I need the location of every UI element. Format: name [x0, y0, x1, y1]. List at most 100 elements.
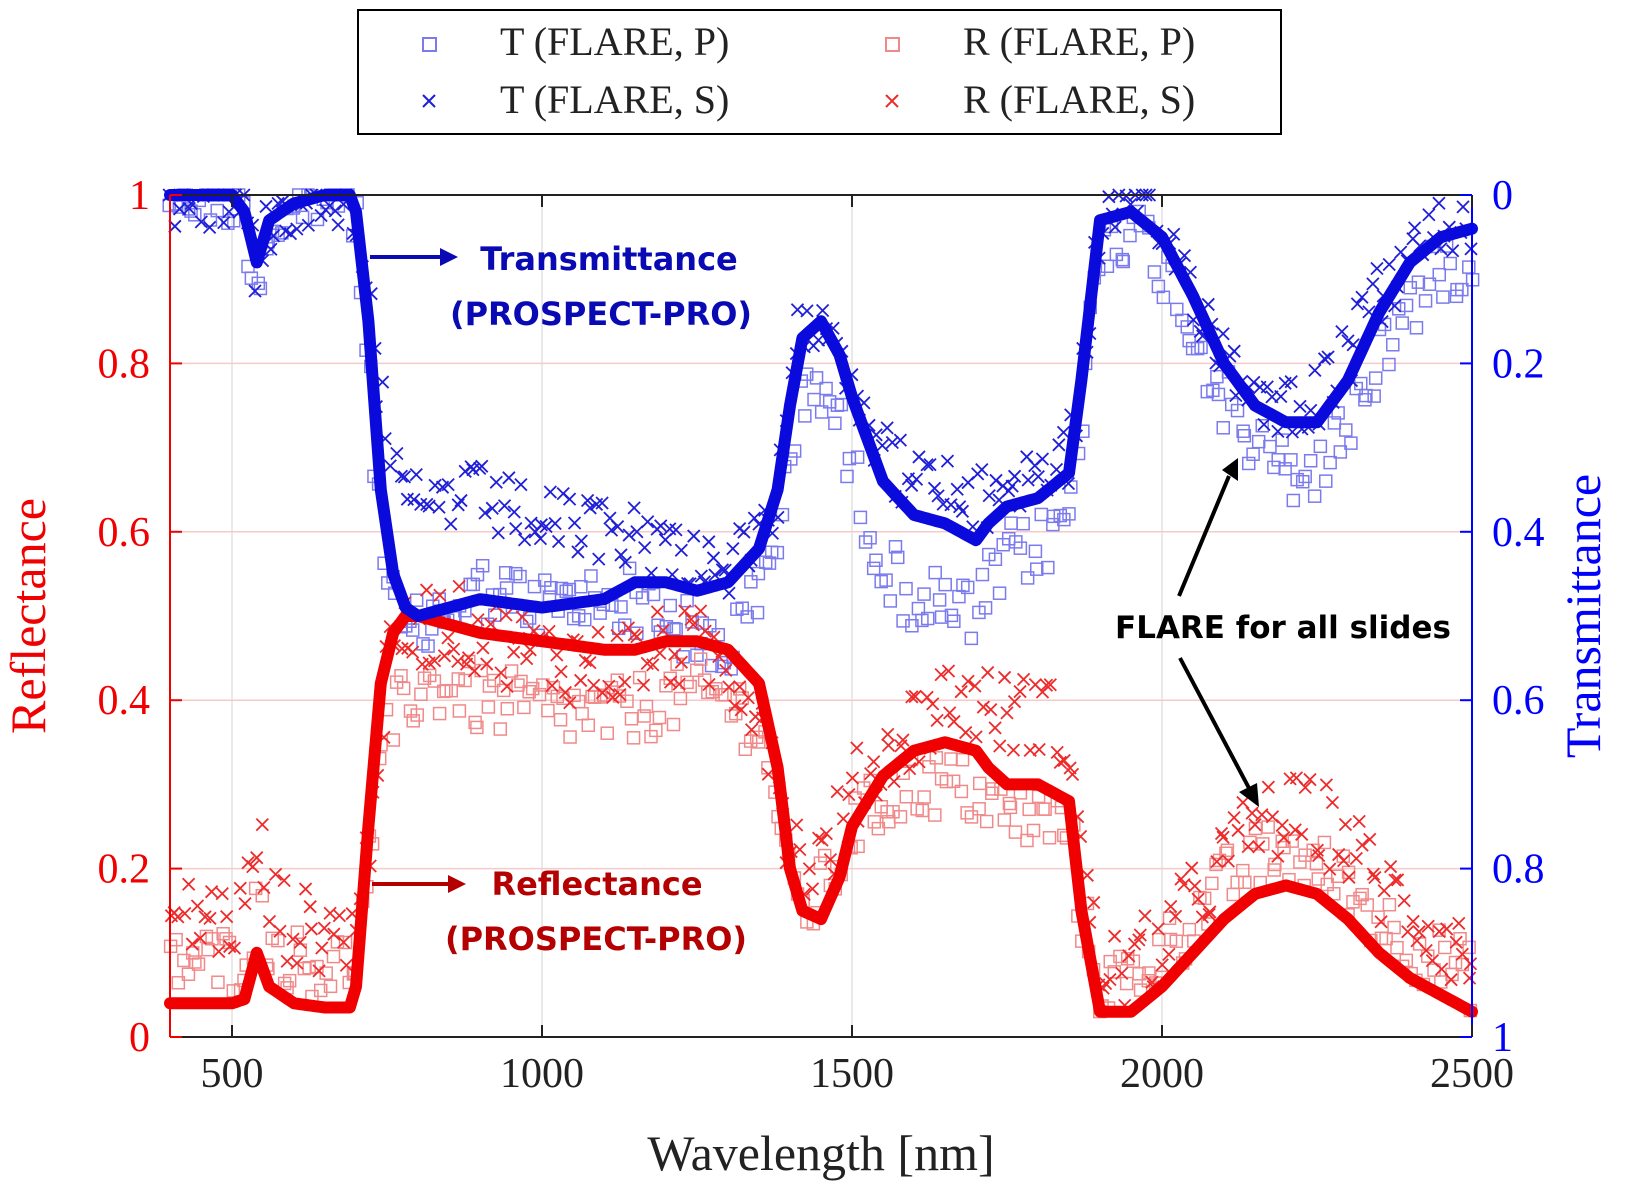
marker-t-s	[583, 501, 597, 515]
marker-r-p	[277, 976, 292, 991]
marker-t-p	[842, 451, 857, 466]
marker-r-p	[219, 932, 233, 946]
y-tick-label-right: 0.6	[1492, 678, 1545, 724]
marker-r-s	[312, 964, 326, 978]
marker-r-s	[1295, 827, 1309, 842]
marker-t-s	[517, 533, 532, 547]
marker-r-p	[386, 733, 401, 747]
marker-r-s	[550, 648, 564, 662]
marker-r-s	[1363, 832, 1377, 847]
marker-r-s	[1355, 838, 1369, 852]
marker-r-p	[541, 703, 555, 718]
marker-t-p	[858, 535, 873, 549]
marker-r-s	[947, 714, 961, 729]
marker-t-p	[253, 281, 268, 296]
marker-r-p	[1298, 848, 1312, 862]
marker-t-p	[840, 469, 854, 484]
marker-r-s	[255, 817, 269, 832]
marker-r-p	[563, 730, 577, 744]
marker-r-s	[1255, 808, 1269, 822]
marker-t-p	[1418, 294, 1433, 308]
marker-r-s	[1138, 909, 1152, 923]
legend-label-r-p: R (FLARE, P)	[963, 19, 1195, 64]
marker-r-s	[500, 679, 514, 694]
marker-t-p	[1295, 474, 1310, 489]
marker-r-s	[1203, 905, 1217, 919]
marker-r-p	[972, 802, 986, 816]
marker-t-s	[475, 459, 489, 473]
marker-r-s	[993, 739, 1007, 753]
marker-r-s	[812, 831, 826, 845]
marker-r-p	[1236, 863, 1250, 878]
marker-r-s	[1007, 695, 1022, 709]
marker-t-p	[917, 587, 931, 601]
marker-r-s	[233, 881, 247, 895]
marker-t-p	[866, 561, 881, 576]
marker-t-s	[1350, 297, 1365, 311]
marker-r-p	[293, 943, 308, 957]
marker-t-p	[975, 567, 990, 582]
axes	[169, 194, 1473, 1038]
marker-t-s	[1456, 200, 1470, 214]
marker-r-s	[223, 939, 237, 954]
marker-t-s	[394, 469, 409, 483]
marker-t-s	[1293, 399, 1307, 413]
marker-r-s	[203, 911, 217, 926]
marker-t-s	[1407, 221, 1422, 235]
marker-t-p	[685, 615, 699, 629]
marker-r-p	[1003, 800, 1018, 815]
annotation-reflectance-arrow	[372, 875, 466, 893]
marker-r-p	[326, 949, 341, 964]
marker-r-s	[1115, 966, 1129, 981]
marker-r-s	[864, 767, 878, 781]
marker-r-s	[1162, 947, 1176, 962]
marker-t-p	[466, 577, 481, 592]
marker-t-p	[1354, 376, 1368, 391]
marker-t-s	[875, 438, 889, 453]
marker-r-p	[1209, 857, 1223, 872]
marker-t-s	[654, 519, 668, 533]
marker-r-p	[1022, 802, 1036, 817]
marker-t-s	[1304, 403, 1318, 418]
marker-r-p	[171, 976, 186, 990]
marker-t-p	[762, 556, 777, 570]
marker-t-p	[1251, 434, 1266, 449]
marker-t-s	[222, 205, 236, 219]
marker-t-p	[1230, 403, 1245, 418]
marker-t-s	[592, 552, 606, 566]
marker-r-s	[1006, 743, 1021, 757]
marker-r-s	[1310, 843, 1324, 857]
marker-t-p	[830, 398, 845, 412]
marker-r-p	[1346, 895, 1360, 909]
marker-t-s	[715, 563, 730, 577]
marker-r-p	[338, 935, 353, 950]
marker-r-s	[1390, 873, 1405, 887]
marker-t-s	[202, 220, 217, 235]
marker-t-s	[1366, 277, 1380, 291]
marker-r-p	[899, 790, 914, 804]
marker-t-s	[1005, 479, 1019, 493]
marker-r-s	[1312, 848, 1326, 863]
marker-r-s	[733, 680, 747, 694]
marker-r-s	[805, 882, 820, 896]
marker-r-p	[972, 776, 987, 791]
marker-r-p	[205, 932, 219, 946]
marker-t-p	[1236, 424, 1250, 438]
marker-r-s	[1155, 958, 1169, 972]
marker-r-s	[1214, 826, 1229, 841]
marker-r-s	[842, 787, 856, 802]
marker-t-p	[1386, 338, 1400, 352]
marker-r-s	[1377, 884, 1391, 898]
marker-r-s	[896, 733, 910, 747]
marker-r-s	[976, 700, 991, 714]
marker-r-s	[476, 641, 490, 655]
marker-r-s	[969, 730, 983, 744]
marker-t-p	[1216, 421, 1231, 435]
marker-r-p	[1042, 831, 1057, 845]
marker-t-p	[1267, 460, 1281, 475]
marker-t-p	[920, 611, 935, 626]
marker-t-p	[1411, 275, 1426, 289]
marker-r-p	[1453, 932, 1467, 946]
y-tick-label-left: 0.8	[98, 341, 151, 387]
marker-r-s	[339, 958, 354, 972]
